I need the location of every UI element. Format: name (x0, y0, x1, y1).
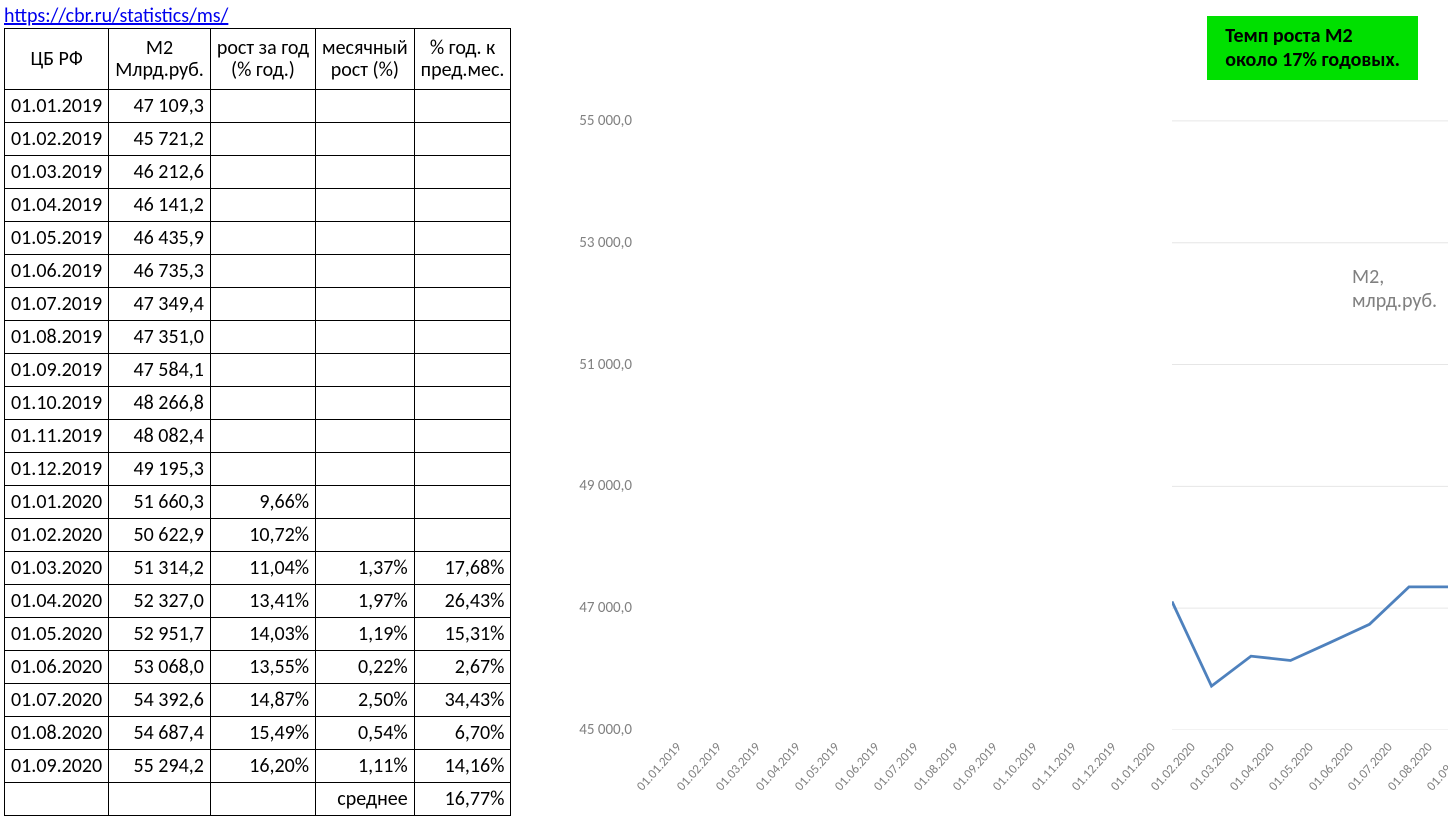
table-row: 01.03.201946 212,6 (5, 156, 511, 189)
m2-table: ЦБ РФМ2Млрд.руб.рост за год(% год.)месяч… (4, 28, 511, 816)
table-row: 01.02.201945 721,2 (5, 123, 511, 156)
m2-series-line (1172, 103, 1448, 686)
table-row: 01.06.201946 735,3 (5, 255, 511, 288)
table-row: 01.09.202055 294,216,20%1,11%14,16% (5, 750, 511, 783)
table-body: 01.01.201947 109,301.02.201945 721,201.0… (5, 90, 511, 783)
table-row: 01.01.202051 660,39,66% (5, 486, 511, 519)
table-footer-row: среднее 16,77% (5, 783, 511, 816)
table-row: 01.07.201947 349,4 (5, 288, 511, 321)
y-tick-label: 51 000,0 (562, 356, 632, 374)
table-row: 01.10.201948 266,8 (5, 387, 511, 420)
chart-plot (1172, 60, 1448, 730)
table-row: 01.02.202050 622,910,72% (5, 519, 511, 552)
table-row: 01.05.201946 435,9 (5, 222, 511, 255)
page: { "source_url": "https://cbr.ru/statisti… (0, 0, 1448, 813)
table-panel: https://cbr.ru/statistics/ms/ ЦБ РФМ2Млр… (0, 0, 532, 813)
table-row: 01.03.202051 314,211,04%1,37%17,68% (5, 552, 511, 585)
y-tick-label: 49 000,0 (562, 477, 632, 495)
source-link-row: https://cbr.ru/statistics/ms/ (4, 4, 532, 28)
table-row: 01.05.202052 951,714,03%1,19%15,31% (5, 618, 511, 651)
table-row: 01.04.201946 141,2 (5, 189, 511, 222)
table-row: 01.01.201947 109,3 (5, 90, 511, 123)
y-tick-label: 45 000,0 (562, 721, 632, 739)
table-row: 01.09.201947 584,1 (5, 354, 511, 387)
footer-label: среднее (316, 783, 415, 816)
col-2: рост за год(% год.) (210, 29, 315, 90)
col-0: ЦБ РФ (5, 29, 109, 90)
table-row: 01.07.202054 392,614,87%2,50%34,43% (5, 684, 511, 717)
callout-line1: Темп роста М2 (1225, 24, 1352, 48)
table-header-row: ЦБ РФМ2Млрд.руб.рост за год(% год.)месяч… (5, 29, 511, 90)
chart-panel: Темп роста М2 около 17% годовых. М2, млр… (532, 0, 1448, 813)
table-row: 01.08.201947 351,0 (5, 321, 511, 354)
table-row: 01.12.201949 195,3 (5, 453, 511, 486)
table-row: 01.11.201948 082,4 (5, 420, 511, 453)
y-tick-label: 55 000,0 (562, 112, 632, 130)
col-4: % год. кпред.мес. (414, 29, 511, 90)
table-row: 01.08.202054 687,415,49%0,54%6,70% (5, 717, 511, 750)
table-row: 01.04.202052 327,013,41%1,97%26,43% (5, 585, 511, 618)
col-3: месячныйрост (%) (316, 29, 415, 90)
col-1: М2Млрд.руб. (109, 29, 211, 90)
y-tick-label: 47 000,0 (562, 599, 632, 617)
y-tick-label: 53 000,0 (562, 234, 632, 252)
table-row: 01.06.202053 068,013,55%0,22%2,67% (5, 651, 511, 684)
source-link[interactable]: https://cbr.ru/statistics/ms/ (4, 4, 228, 28)
footer-value: 16,77% (414, 783, 511, 816)
